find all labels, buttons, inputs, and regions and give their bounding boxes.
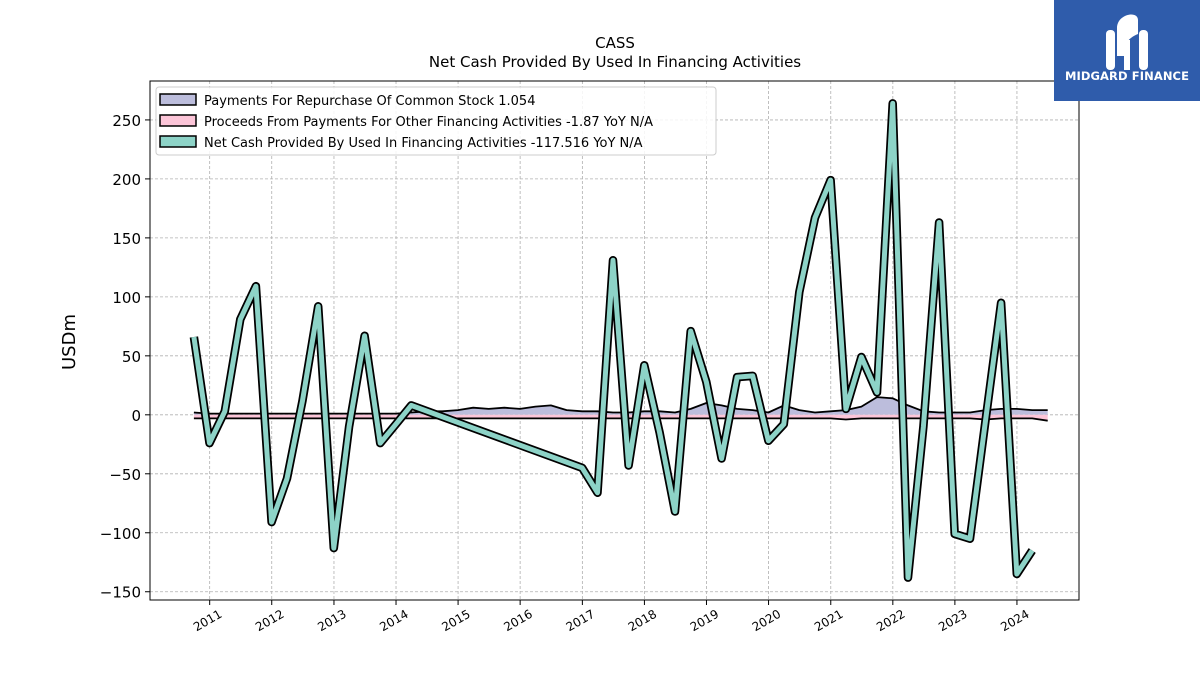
brand-name: MIDGARD FINANCE bbox=[1064, 69, 1190, 83]
legend-label-2: Proceeds From Payments For Other Financi… bbox=[204, 115, 653, 130]
legend-swatch-3 bbox=[159, 135, 197, 148]
legend-label-1: Payments For Repurchase Of Common Stock … bbox=[204, 94, 535, 109]
x-tick-label: 2022 bbox=[874, 607, 907, 634]
chart-title: CASS bbox=[595, 34, 635, 52]
x-tick-label: 2024 bbox=[998, 607, 1031, 634]
y-axis-label: USDm bbox=[59, 314, 80, 370]
x-tick-label: 2017 bbox=[564, 607, 597, 634]
x-tick-label: 2011 bbox=[191, 607, 224, 634]
x-tick-label: 2016 bbox=[501, 607, 534, 634]
y-tick-label: −50 bbox=[109, 466, 141, 484]
y-tick-label: 200 bbox=[112, 171, 141, 189]
y-tick-label: 150 bbox=[112, 230, 141, 248]
legend-swatch-2 bbox=[159, 114, 197, 127]
x-axis: 2011 2012 2013 2014 2015 2016 2017 2018 2019 2020… bbox=[191, 600, 1032, 634]
x-tick-label: 2014 bbox=[377, 607, 410, 634]
legend-box bbox=[155, 86, 717, 156]
y-tick-label: 100 bbox=[112, 289, 141, 307]
y-axis: −150 −100 −50 0 50 100 150 200 250 bbox=[100, 112, 150, 602]
brand-logo: MIDGARD FINANCE bbox=[1054, 0, 1200, 101]
series-line-3 bbox=[191, 100, 1035, 581]
lines-layer bbox=[189, 99, 1048, 582]
y-tick-label: 0 bbox=[131, 407, 141, 425]
x-tick-label: 2012 bbox=[253, 607, 286, 634]
x-tick-label: 2021 bbox=[812, 607, 845, 634]
x-tick-label: 2020 bbox=[750, 607, 783, 634]
x-tick-label: 2023 bbox=[936, 607, 969, 634]
x-tick-label: 2015 bbox=[439, 607, 472, 634]
legend-swatch-1 bbox=[159, 93, 197, 106]
y-tick-label: −150 bbox=[100, 584, 141, 602]
legend: Payments For Repurchase Of Common Stock … bbox=[155, 86, 717, 156]
legend-label-3: Net Cash Provided By Used In Financing A… bbox=[204, 136, 643, 151]
plot-frame bbox=[149, 80, 1080, 601]
logo-mark-icon bbox=[1106, 14, 1148, 70]
y-tick-label: 250 bbox=[112, 112, 141, 130]
x-tick-label: 2013 bbox=[315, 607, 348, 634]
chart-subtitle: Net Cash Provided By Used In Financing A… bbox=[429, 53, 801, 71]
x-tick-label: 2019 bbox=[688, 607, 721, 634]
grid bbox=[150, 81, 1079, 600]
y-tick-label: 50 bbox=[122, 348, 141, 366]
y-tick-label: −100 bbox=[100, 525, 141, 543]
x-tick-label: 2018 bbox=[626, 607, 659, 634]
